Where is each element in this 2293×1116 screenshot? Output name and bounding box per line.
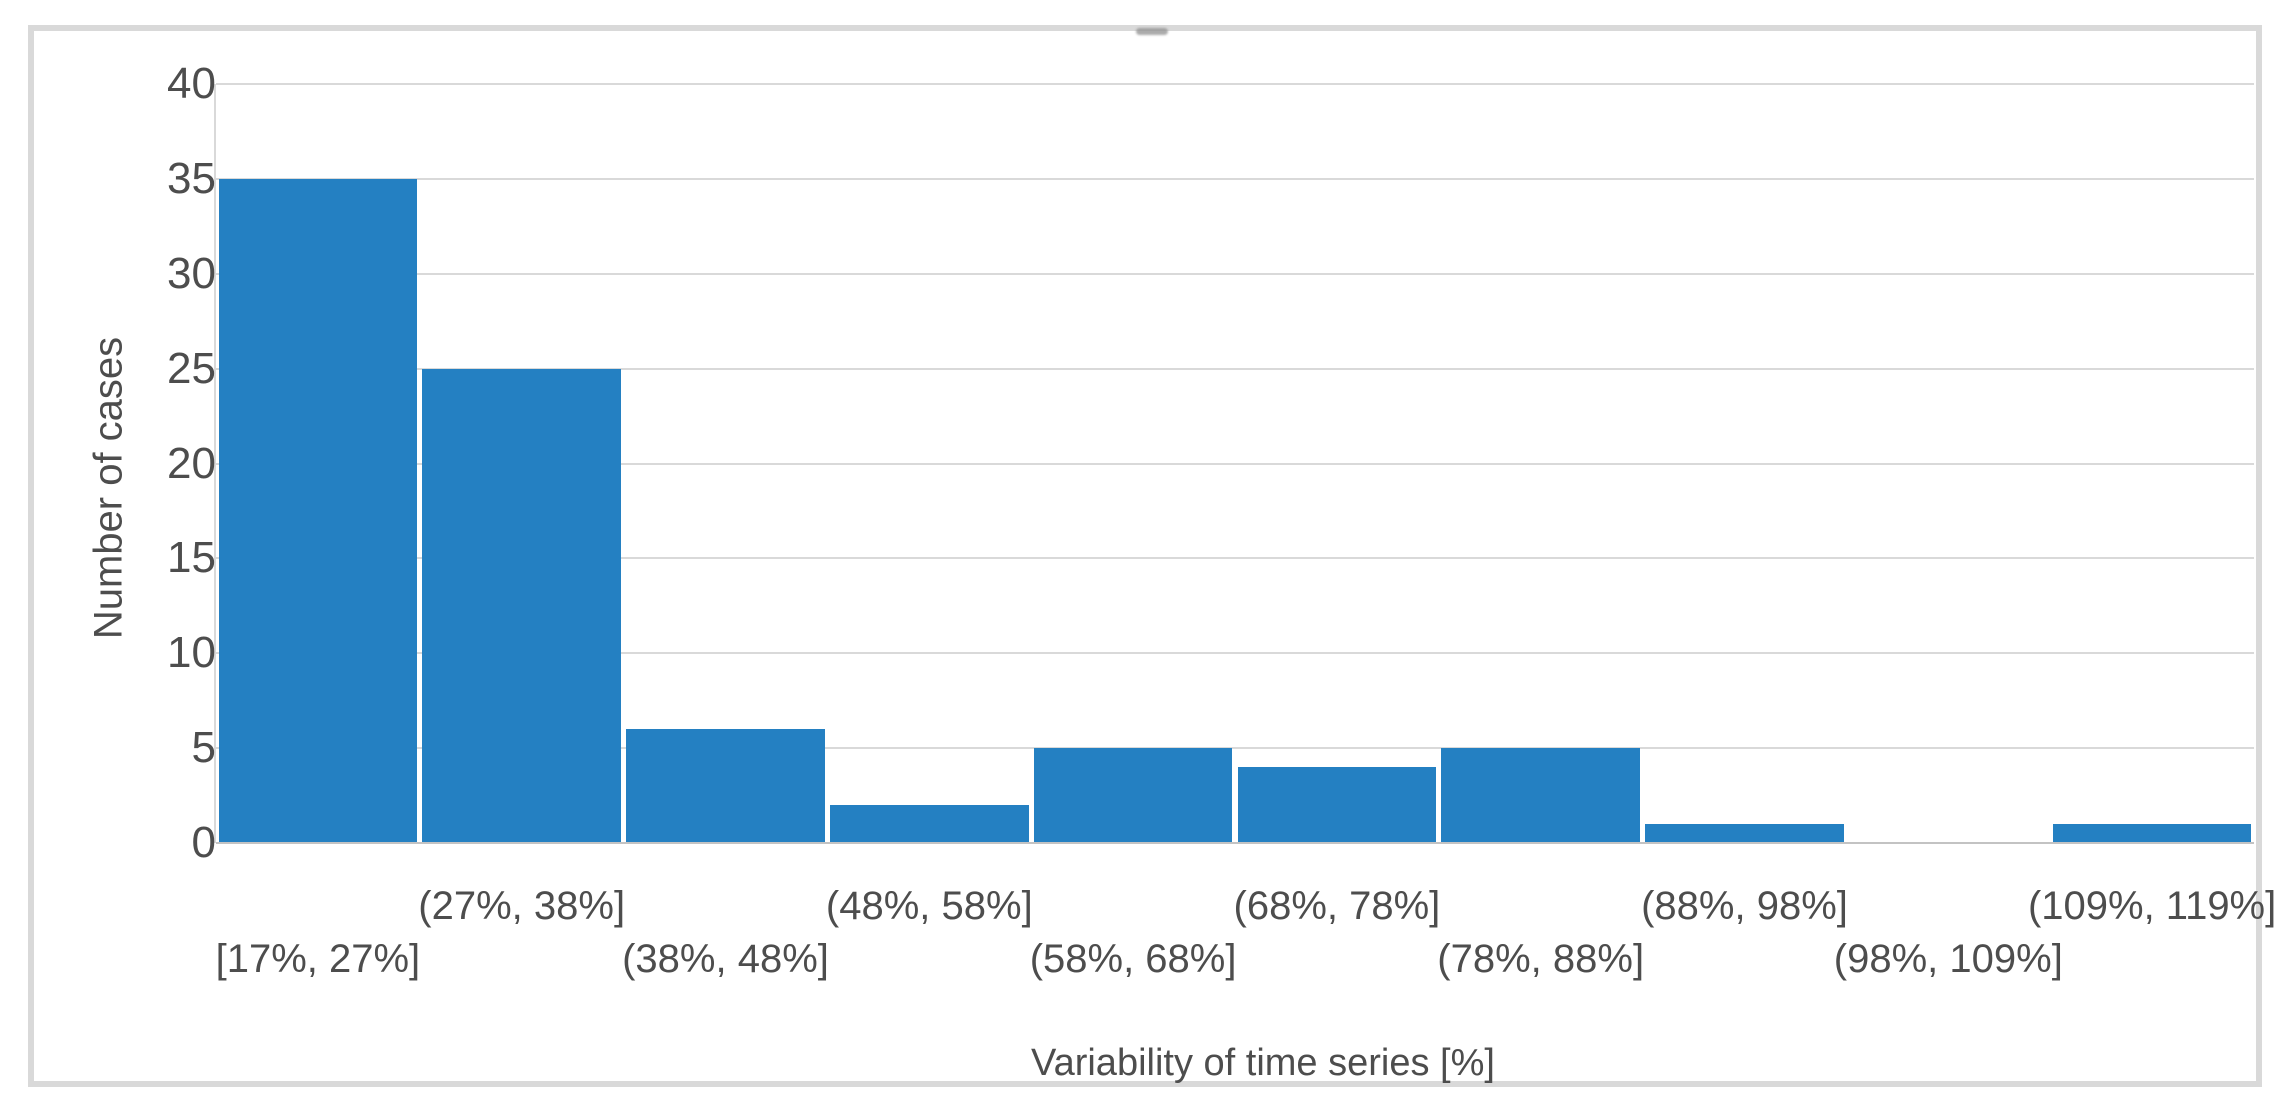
gridline-y-15 [216, 557, 2254, 560]
x-tick-label-4: (48%, 58%] [825, 884, 1033, 928]
y-tick-label-0: 0 [191, 818, 216, 867]
y-tick-label-35: 35 [167, 153, 216, 203]
y-tick-label-40: 40 [167, 59, 216, 108]
smudge-artifact [1136, 28, 1168, 35]
gridline-y-10 [216, 652, 2254, 655]
chart-frame: 0 5 10 15 20 25 30 35 40 [17%, 27%] (27%, 38%] (38%… [28, 25, 2276, 1087]
y-axis-title: Number of cases [86, 336, 131, 640]
x-tick-label-8: (88%, 98%] [1641, 884, 1848, 928]
y-tick-label-15: 15 [167, 533, 216, 583]
x-tick-label-9: (98%, 109%] [1833, 937, 2063, 981]
bar-bin-10 [2052, 824, 2252, 843]
bar-bin-8 [1645, 824, 1844, 843]
x-tick-label-5: (58%, 68%] [1029, 937, 1237, 981]
bar-bin-5 [1033, 748, 1233, 843]
gridline-y-20 [216, 462, 2254, 465]
y-tick-label-20: 20 [167, 438, 216, 488]
bar-bin-2 [422, 368, 622, 843]
bar-bin-7 [1441, 748, 1641, 843]
y-tick-label-25: 25 [167, 343, 216, 393]
gridline-y-35 [216, 177, 2254, 180]
bar-bin-1 [218, 178, 418, 843]
x-tick-label-2: (27%, 38%] [418, 884, 626, 928]
x-tick-label-3: (38%, 48%] [622, 937, 829, 981]
y-tick-label-30: 30 [167, 248, 216, 298]
bar-bin-6 [1237, 767, 1437, 843]
gridline-y-40 [216, 83, 2254, 85]
x-tick-label-7: (78%, 88%] [1437, 937, 1645, 981]
bar-bin-4 [829, 805, 1029, 843]
y-tick-label-5: 5 [191, 723, 216, 773]
x-tick-label-6: (68%, 78%] [1233, 884, 1441, 928]
x-tick-label-1: [17%, 27%] [215, 937, 421, 981]
y-tick-label-10: 10 [167, 628, 216, 678]
y-axis-line [214, 84, 216, 843]
x-axis-line [216, 842, 2254, 844]
x-axis-title: Variability of time series [%] [1031, 1042, 1495, 1084]
x-tick-label-10: (109%, 119%] [2027, 884, 2277, 928]
gridline-y-30 [216, 272, 2254, 275]
gridline-y-5 [216, 747, 2254, 750]
gridline-y-25 [216, 367, 2254, 370]
bar-bin-3 [626, 729, 825, 843]
